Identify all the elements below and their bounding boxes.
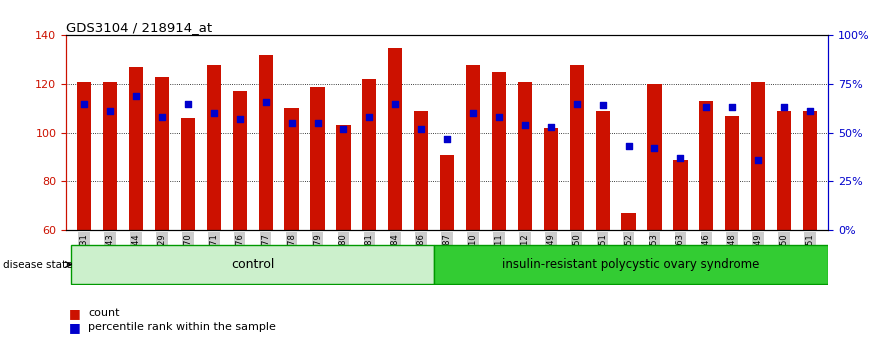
- Bar: [434, 245, 828, 284]
- Bar: [700, 101, 714, 230]
- Text: GDS3104 / 218914_at: GDS3104 / 218914_at: [66, 21, 212, 34]
- Point: [492, 114, 506, 120]
- Point: [700, 104, 714, 110]
- Point: [777, 104, 791, 110]
- Text: percentile rank within the sample: percentile rank within the sample: [88, 322, 276, 332]
- Bar: [285, 108, 299, 230]
- Bar: [440, 155, 455, 230]
- Text: ■: ■: [69, 307, 80, 320]
- Text: disease state: disease state: [3, 260, 72, 270]
- Bar: [337, 125, 351, 230]
- Bar: [466, 64, 480, 230]
- Bar: [71, 245, 434, 284]
- Bar: [155, 77, 169, 230]
- Point: [389, 101, 403, 106]
- Point: [621, 143, 635, 149]
- Point: [207, 110, 221, 116]
- Bar: [129, 67, 144, 230]
- Point: [259, 99, 273, 104]
- Bar: [803, 111, 817, 230]
- Bar: [310, 86, 324, 230]
- Text: count: count: [88, 308, 120, 318]
- Point: [596, 103, 610, 108]
- Point: [518, 122, 532, 128]
- Bar: [673, 160, 687, 230]
- Point: [725, 104, 739, 110]
- Point: [285, 120, 299, 126]
- Bar: [181, 118, 195, 230]
- Bar: [777, 111, 791, 230]
- Text: insulin-resistant polycystic ovary syndrome: insulin-resistant polycystic ovary syndr…: [502, 258, 759, 271]
- Point: [181, 101, 195, 106]
- Point: [466, 110, 480, 116]
- Bar: [492, 72, 506, 230]
- Bar: [621, 213, 636, 230]
- Bar: [103, 82, 117, 230]
- Bar: [648, 84, 662, 230]
- Point: [337, 126, 351, 132]
- Bar: [725, 116, 739, 230]
- Bar: [362, 79, 376, 230]
- Bar: [518, 82, 532, 230]
- Point: [570, 101, 584, 106]
- Bar: [389, 47, 403, 230]
- Bar: [207, 64, 221, 230]
- Point: [233, 116, 247, 122]
- Bar: [78, 82, 92, 230]
- Point: [648, 145, 662, 151]
- Point: [673, 155, 687, 161]
- Point: [440, 136, 455, 142]
- Point: [544, 124, 558, 130]
- Text: control: control: [231, 258, 274, 271]
- Bar: [258, 55, 273, 230]
- Point: [362, 114, 376, 120]
- Point: [751, 157, 766, 163]
- Bar: [751, 82, 766, 230]
- Bar: [414, 111, 428, 230]
- Point: [310, 120, 324, 126]
- Point: [803, 108, 817, 114]
- Bar: [570, 64, 584, 230]
- Bar: [233, 91, 247, 230]
- Bar: [544, 128, 558, 230]
- Point: [414, 126, 428, 132]
- Text: ■: ■: [69, 321, 80, 334]
- Point: [155, 114, 169, 120]
- Point: [78, 101, 92, 106]
- Point: [103, 108, 117, 114]
- Point: [129, 93, 143, 98]
- Bar: [596, 111, 610, 230]
